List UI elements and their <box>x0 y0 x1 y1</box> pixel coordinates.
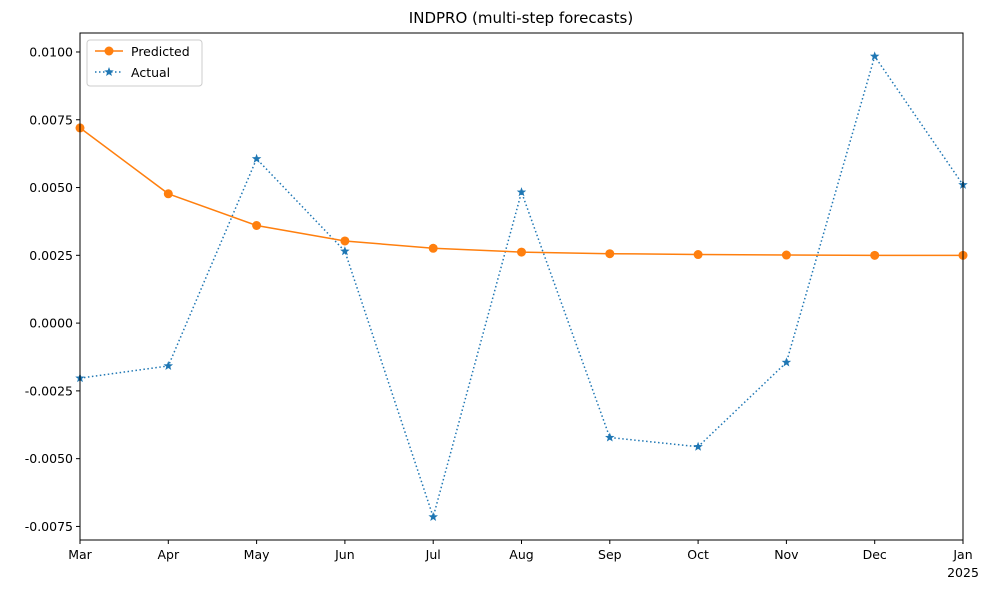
data-point-actual <box>251 153 262 163</box>
y-tick-label: 0.0100 <box>29 44 73 59</box>
legend-predicted-marker <box>104 46 114 56</box>
data-point-actual <box>781 357 792 367</box>
y-axis: -0.0075 -0.0050 -0.0025 0.0000 0.0025 0.0050 0… <box>25 44 80 534</box>
data-point-predicted <box>517 247 526 257</box>
x-tick-label: Nov <box>774 547 799 562</box>
x-tick-label: May <box>244 547 270 562</box>
y-tick-label: -0.0025 <box>25 383 73 398</box>
data-point-actual <box>693 441 703 451</box>
data-point-actual <box>516 187 527 197</box>
x-axis: 2025 Mar Apr May Jun Jul Aug Sep Oct Nov Dec Jan <box>68 540 979 580</box>
data-point-predicted <box>252 220 262 230</box>
data-point-actual <box>605 432 615 442</box>
plot-markers <box>75 51 968 521</box>
x-tick-label: Dec <box>863 547 887 562</box>
y-tick-label: 0.0025 <box>29 248 73 263</box>
x-tick-label: Jul <box>425 547 441 562</box>
legend: Predicted Actual <box>86 39 203 87</box>
plot-lines <box>79 54 964 520</box>
data-point-predicted <box>340 236 350 246</box>
x-tick-label: Mar <box>68 547 92 562</box>
x-tick-label: Jun <box>334 547 355 562</box>
legend-actual-marker <box>104 67 114 77</box>
legend-actual-label: Actual <box>131 65 170 80</box>
data-point-actual <box>163 360 174 370</box>
x-year-label: 2025 <box>947 565 979 580</box>
series-line-actual <box>79 54 964 520</box>
y-tick-label: -0.0050 <box>25 451 73 466</box>
data-point-actual <box>428 511 438 521</box>
data-point-actual <box>869 51 880 61</box>
x-tick-label: Oct <box>687 547 709 562</box>
x-tick-label: Sep <box>598 547 622 562</box>
x-tick-label: Apr <box>157 547 179 562</box>
y-tick-label: 0.0075 <box>29 112 73 127</box>
data-point-predicted <box>163 189 173 199</box>
chart-title: INDPRO (multi-step forecasts) <box>409 9 633 27</box>
y-tick-label: -0.0075 <box>25 519 73 534</box>
data-point-predicted <box>428 243 438 253</box>
x-tick-label: Aug <box>509 547 533 562</box>
data-point-predicted <box>605 249 615 259</box>
x-tick-label: Jan <box>952 547 972 562</box>
y-tick-label: 0.0050 <box>29 180 73 195</box>
legend-predicted-label: Predicted <box>131 44 190 59</box>
data-point-predicted <box>781 250 791 260</box>
data-point-predicted <box>693 250 703 260</box>
plot-frame <box>79 32 964 541</box>
y-tick-label: 0.0000 <box>29 316 73 331</box>
data-point-actual <box>340 246 350 256</box>
data-point-predicted <box>870 250 880 260</box>
